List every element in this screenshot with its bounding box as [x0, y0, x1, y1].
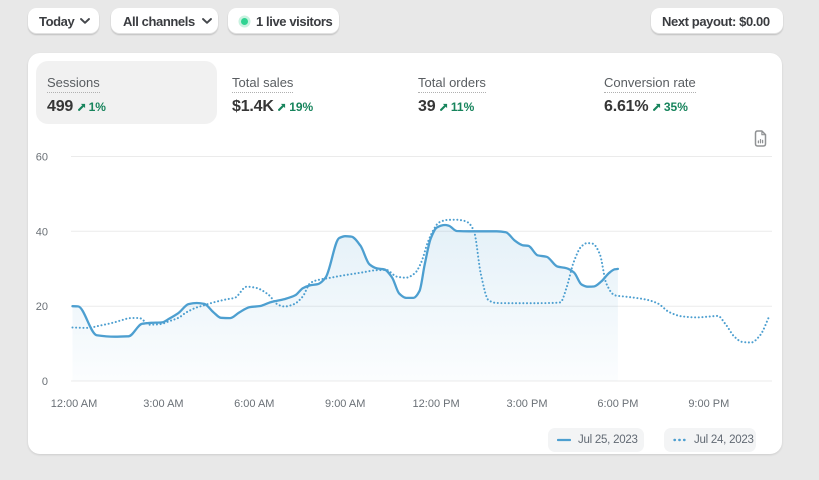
svg-text:9:00 PM: 9:00 PM — [688, 398, 729, 410]
svg-text:3:00 PM: 3:00 PM — [507, 398, 548, 410]
svg-text:6:00 PM: 6:00 PM — [597, 398, 638, 410]
svg-text:3:00 AM: 3:00 AM — [143, 398, 183, 410]
svg-text:12:00 AM: 12:00 AM — [51, 398, 97, 410]
svg-text:12:00 PM: 12:00 PM — [413, 398, 460, 410]
svg-text:9:00 AM: 9:00 AM — [325, 398, 365, 410]
svg-text:60: 60 — [36, 152, 48, 164]
svg-text:6:00 AM: 6:00 AM — [234, 398, 274, 410]
svg-text:40: 40 — [36, 226, 48, 238]
svg-text:20: 20 — [36, 301, 48, 313]
svg-text:0: 0 — [42, 376, 48, 388]
